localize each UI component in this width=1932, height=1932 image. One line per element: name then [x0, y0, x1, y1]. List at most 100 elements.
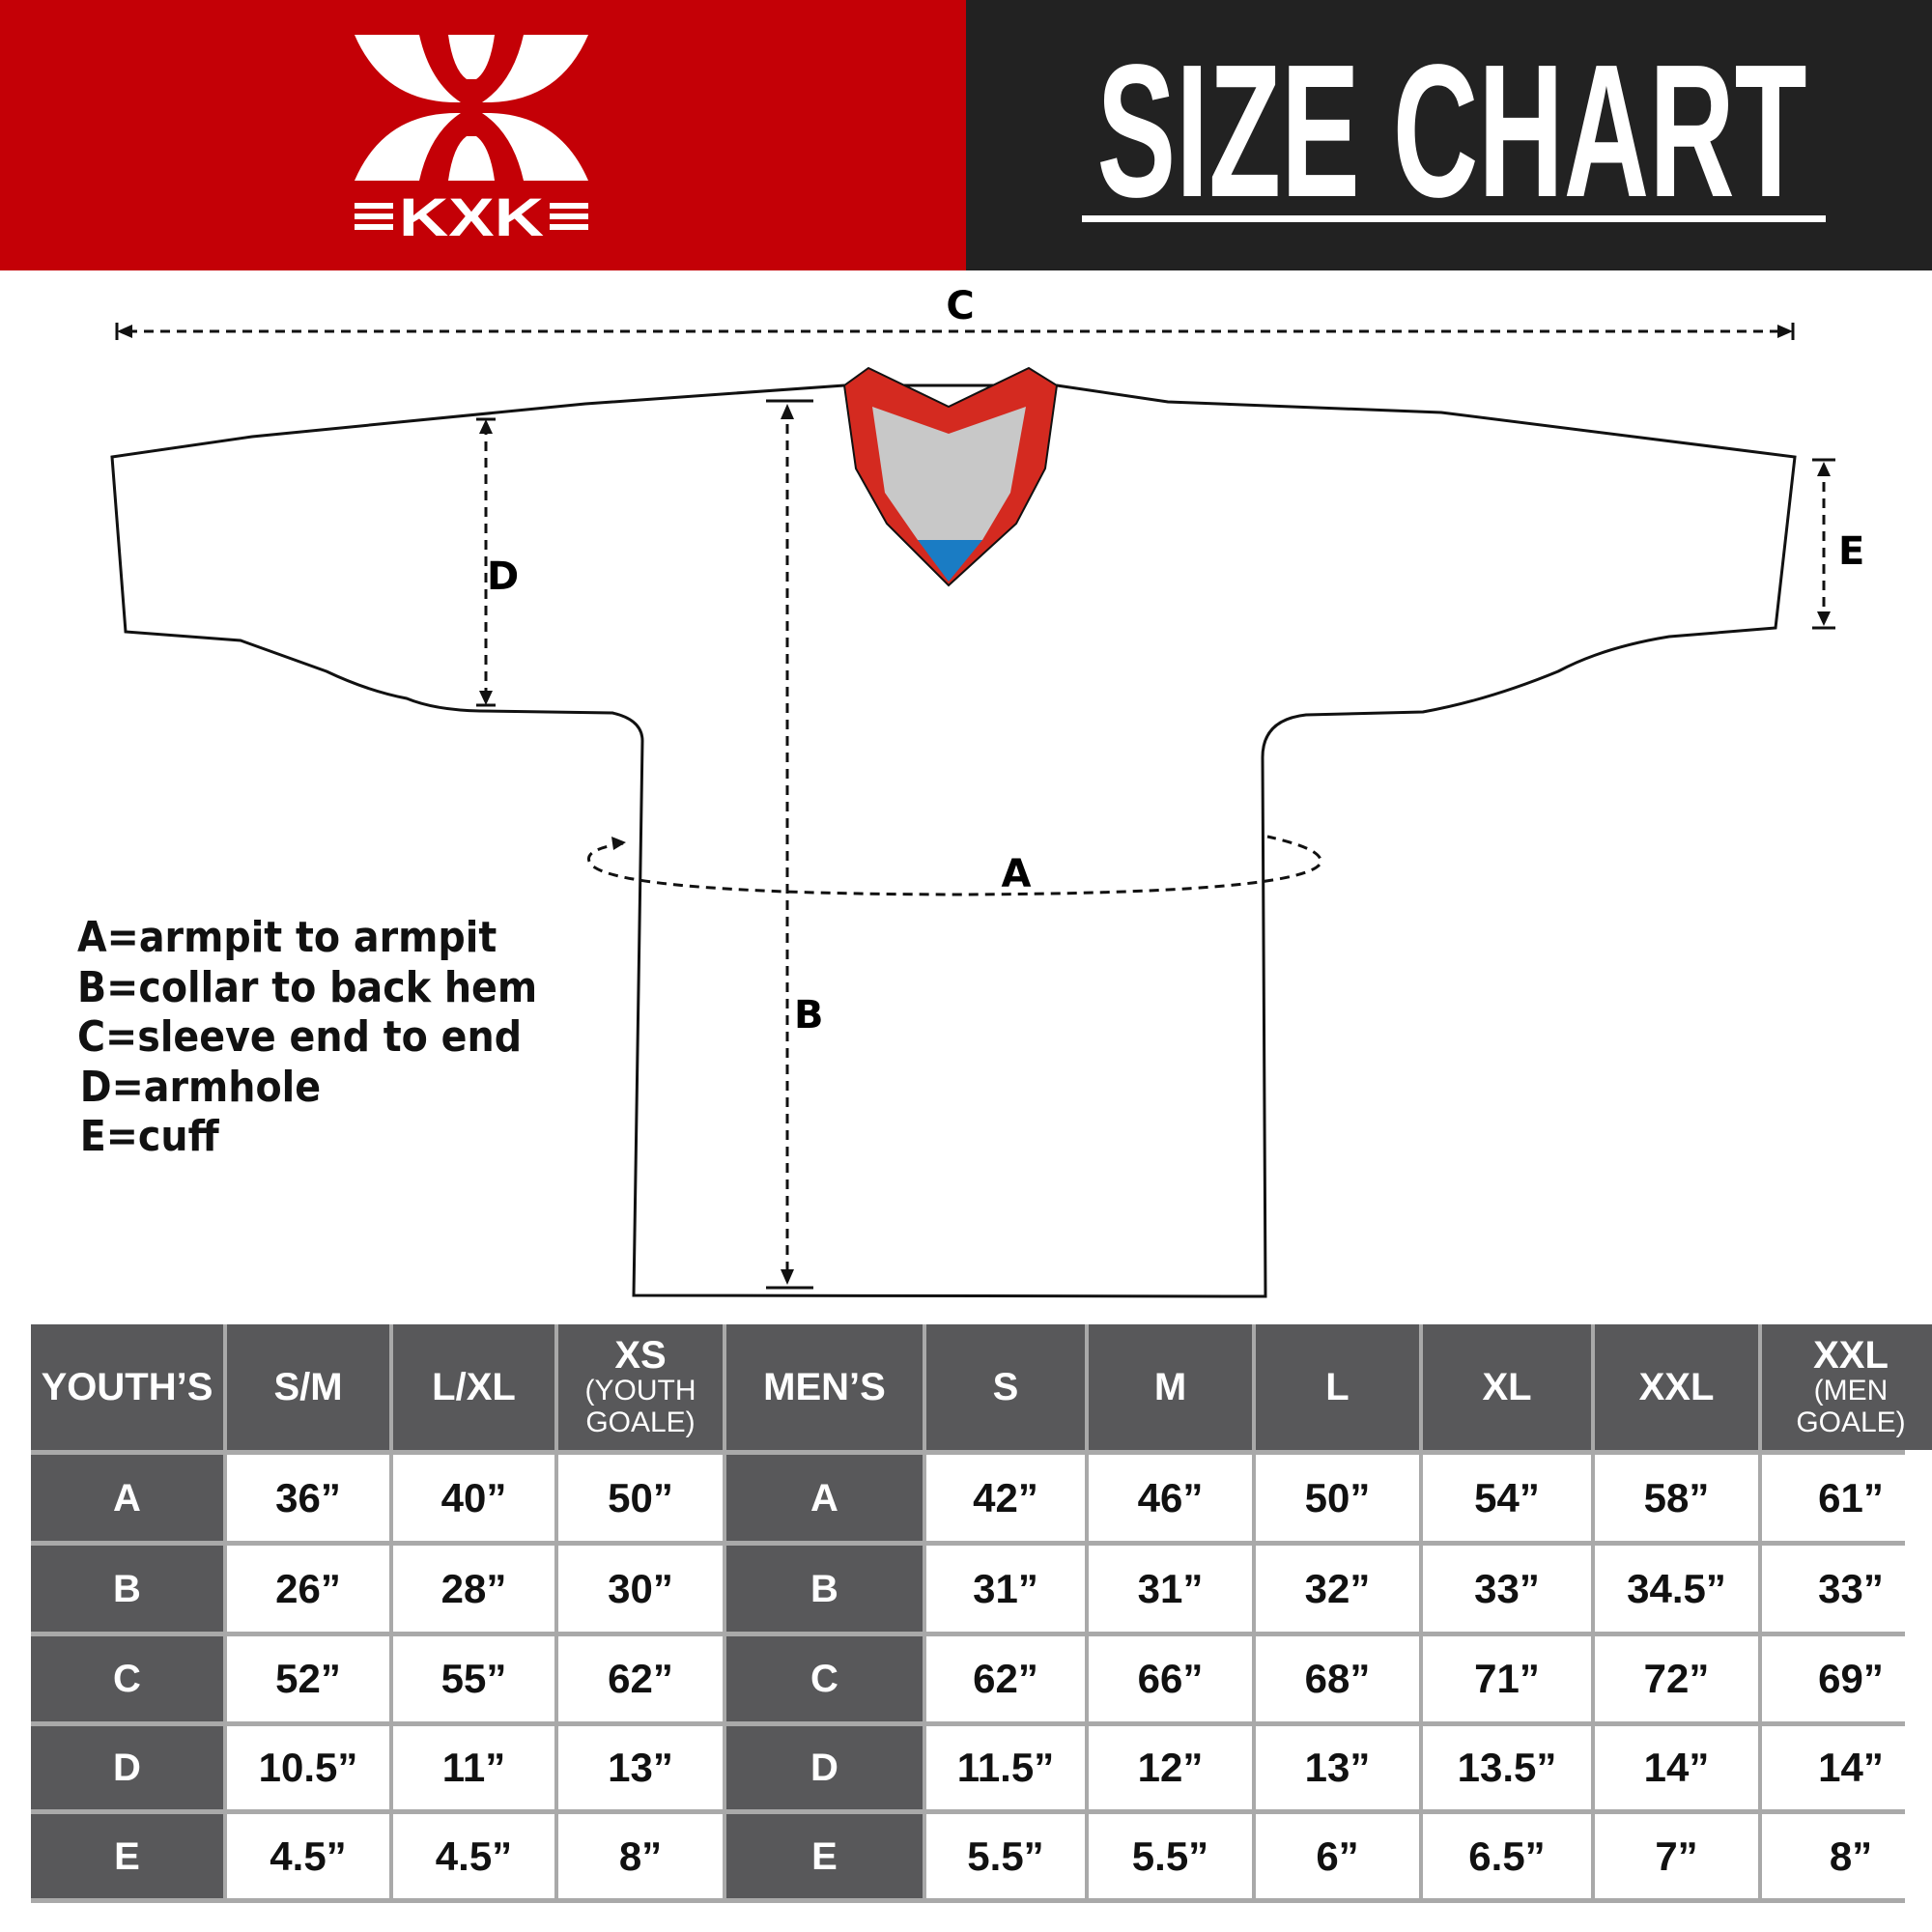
table-cell: 7” [1595, 1814, 1758, 1898]
legend-item-a: A=armpit to armpit [77, 913, 497, 962]
row-label: C [726, 1636, 923, 1721]
table-cell: 50” [558, 1455, 723, 1541]
size-header: XXL [1595, 1324, 1758, 1450]
table-cell: 5.5” [926, 1814, 1085, 1898]
table-cell: 13” [1256, 1726, 1419, 1809]
size-header: XXL (MEN GOALE) [1762, 1324, 1932, 1450]
row-label: C [31, 1636, 223, 1721]
group-header: YOUTH’S [31, 1324, 223, 1450]
header-label: M [1153, 1366, 1187, 1408]
row-label: D [31, 1726, 223, 1809]
table-cell: 14” [1595, 1726, 1758, 1809]
header-sublabel: (YOUTH GOALE) [584, 1375, 696, 1438]
table-cell: 61” [1762, 1455, 1932, 1541]
table-cell: 32” [1256, 1546, 1419, 1632]
label-b: B [794, 993, 824, 1037]
table-cell: 13” [558, 1726, 723, 1809]
table-cell: 8” [1762, 1814, 1932, 1898]
label-a: A [1002, 852, 1032, 896]
table-cell: 33” [1762, 1546, 1932, 1632]
brand-logo: KXK [355, 35, 588, 247]
header-label: XXL [1638, 1366, 1715, 1408]
table-cell: 26” [227, 1546, 389, 1632]
table-cell: 11.5” [926, 1726, 1085, 1809]
table-cell: 71” [1423, 1636, 1591, 1721]
table-cell: 11” [393, 1726, 554, 1809]
size-header: XS (YOUTH GOALE) [558, 1324, 723, 1450]
row-label: D [726, 1726, 923, 1809]
size-header: L [1256, 1324, 1419, 1450]
table-cell: 54” [1423, 1455, 1591, 1541]
measure-a [587, 835, 1322, 896]
size-header: M [1089, 1324, 1252, 1450]
table-cell: 12” [1089, 1726, 1252, 1809]
table-cell: 66” [1089, 1636, 1252, 1721]
row-label: E [726, 1814, 923, 1898]
arrowhead-a [611, 837, 626, 850]
table-cell: 62” [926, 1636, 1085, 1721]
header-label: YOUTH’S [41, 1366, 213, 1408]
row-label: E [31, 1814, 223, 1898]
header-label: MEN’S [763, 1366, 886, 1408]
header-label: L [1325, 1366, 1350, 1408]
page-title: SIZE CHART [1097, 25, 1807, 237]
measure-e [1812, 458, 1835, 630]
title-underline [1082, 215, 1826, 222]
table-cell: 31” [926, 1546, 1085, 1632]
jersey-outline [110, 384, 1797, 1298]
legend-item-e: E=cuff [79, 1112, 219, 1162]
group-header: MEN’S [726, 1324, 923, 1450]
row-label: A [31, 1455, 223, 1541]
logo-text: KXK [399, 186, 544, 247]
table-cell: 62” [558, 1636, 723, 1721]
table-cell: 31” [1089, 1546, 1252, 1632]
header-label: XL [1482, 1366, 1532, 1408]
table-cell: 8” [558, 1814, 723, 1898]
table-cell: 69” [1762, 1636, 1932, 1721]
table-cell: 34.5” [1595, 1546, 1758, 1632]
collar-blue-insert [918, 540, 982, 582]
table-cell: 6.5” [1423, 1814, 1591, 1898]
table-cell: 40” [393, 1455, 554, 1541]
legend-item-b: B=collar to back hem [77, 962, 538, 1012]
size-table: YOUTH’S S/M L/XL XS (YOUTH GOALE) MEN’S S M L XL X… [31, 1324, 1932, 1903]
table-cell: 46” [1089, 1455, 1252, 1541]
label-c: C [946, 284, 974, 328]
table-cell: 55” [393, 1636, 554, 1721]
legend-item-c: C=sleeve end to end [77, 1012, 523, 1063]
table-cell: 42” [926, 1455, 1085, 1541]
measure-b [766, 399, 813, 1290]
table-cell: 4.5” [393, 1814, 554, 1898]
legend-item-d: D=armhole [79, 1062, 322, 1112]
header-label: XXL [1813, 1334, 1889, 1377]
table-cell: 50” [1256, 1455, 1419, 1541]
table-cell: 72” [1595, 1636, 1758, 1721]
measurement-legend: A=armpit to armpit B=collar to back hem … [77, 913, 537, 1162]
header-label: L/XL [432, 1366, 516, 1408]
table-cell: 33” [1423, 1546, 1591, 1632]
table-cell: 28” [393, 1546, 554, 1632]
label-e: E [1838, 529, 1864, 574]
header-label: S/M [273, 1366, 343, 1408]
header-label: S [992, 1366, 1019, 1408]
header-sublabel: (MEN GOALE) [1796, 1375, 1906, 1438]
table-cell: 30” [558, 1546, 723, 1632]
row-label: B [726, 1546, 923, 1632]
label-d: D [487, 554, 519, 599]
table-cell: 10.5” [227, 1726, 389, 1809]
table-cell: 52” [227, 1636, 389, 1721]
header-label: XS [614, 1334, 667, 1377]
table-cell: 14” [1762, 1726, 1932, 1809]
size-header: S/M [227, 1324, 389, 1450]
table-cell: 58” [1595, 1455, 1758, 1541]
collar-inner [872, 407, 1026, 540]
table-cell: 68” [1256, 1636, 1419, 1721]
row-label: B [31, 1546, 223, 1632]
table-cell: 4.5” [227, 1814, 389, 1898]
size-header: S [926, 1324, 1085, 1450]
title-header [966, 0, 1932, 270]
table-cell: 5.5” [1089, 1814, 1252, 1898]
table-cell: 6” [1256, 1814, 1419, 1898]
size-header: L/XL [393, 1324, 554, 1450]
